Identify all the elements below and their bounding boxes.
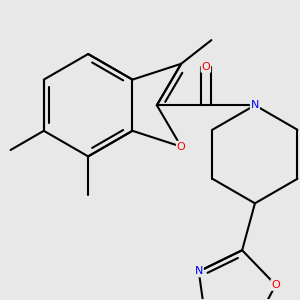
Text: O: O <box>202 62 210 72</box>
Text: N: N <box>251 100 259 110</box>
Text: O: O <box>271 280 280 290</box>
Text: N: N <box>195 266 203 276</box>
Text: O: O <box>177 142 185 152</box>
